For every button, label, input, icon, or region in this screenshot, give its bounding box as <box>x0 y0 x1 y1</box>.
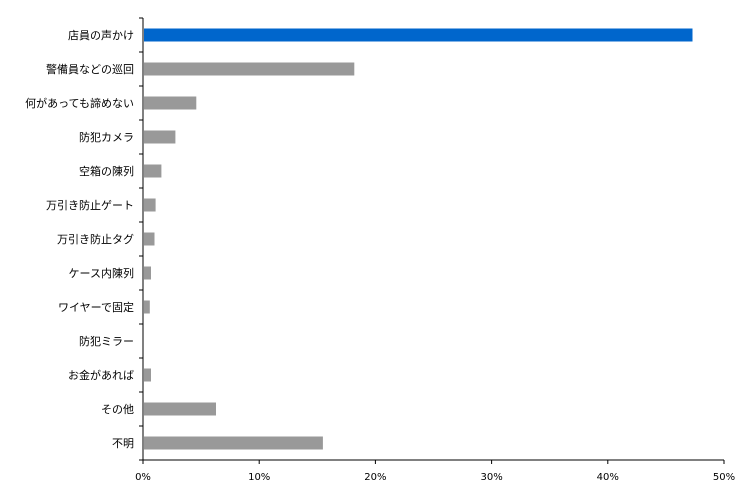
bar-5 <box>144 198 156 212</box>
x-tick-label-2: 20% <box>364 472 386 483</box>
category-label-1: 警備員などの巡回 <box>46 62 134 76</box>
category-label-2: 何があっても諦めない <box>25 96 134 110</box>
x-tick-label-3: 30% <box>480 472 502 483</box>
x-ticks-group: 0% 10% 20% 30% 40% 50% <box>135 460 735 483</box>
bar-2 <box>144 96 197 110</box>
category-label-4: 空箱の陳列 <box>79 164 134 178</box>
category-label-3: 防犯カメラ <box>79 130 134 144</box>
bar-0 <box>144 28 693 42</box>
category-label-5: 万引き防止ゲート <box>46 198 134 212</box>
category-label-7: ケース内陳列 <box>69 266 134 280</box>
bar-1 <box>144 62 355 76</box>
category-label-8: ワイヤーで固定 <box>58 300 134 314</box>
bar-12 <box>144 436 323 450</box>
category-label-11: その他 <box>101 403 134 416</box>
category-label-10: お金があれば <box>68 368 134 382</box>
bar-8 <box>144 300 150 314</box>
category-label-6: 万引き防止タグ <box>57 232 134 246</box>
bar-7 <box>144 266 151 280</box>
bar-11 <box>144 402 216 416</box>
bar-3 <box>144 130 176 144</box>
category-label-0: 店員の声かけ <box>68 28 134 42</box>
bar-10 <box>144 368 151 382</box>
x-tick-label-0: 0% <box>135 472 151 483</box>
category-label-12: 不明 <box>112 437 134 450</box>
category-labels: 店員の声かけ警備員などの巡回何があっても諦めない防犯カメラ空箱の陳列万引き防止ゲ… <box>25 28 134 450</box>
x-tick-label-1: 10% <box>248 472 270 483</box>
bar-4 <box>144 164 162 178</box>
category-label-9: 防犯ミラー <box>79 334 134 348</box>
x-tick-label-5: 50% <box>713 472 735 483</box>
bar-6 <box>144 232 155 246</box>
x-tick-label-4: 40% <box>597 472 619 483</box>
bars-group <box>144 28 693 450</box>
axes-group <box>139 17 724 461</box>
